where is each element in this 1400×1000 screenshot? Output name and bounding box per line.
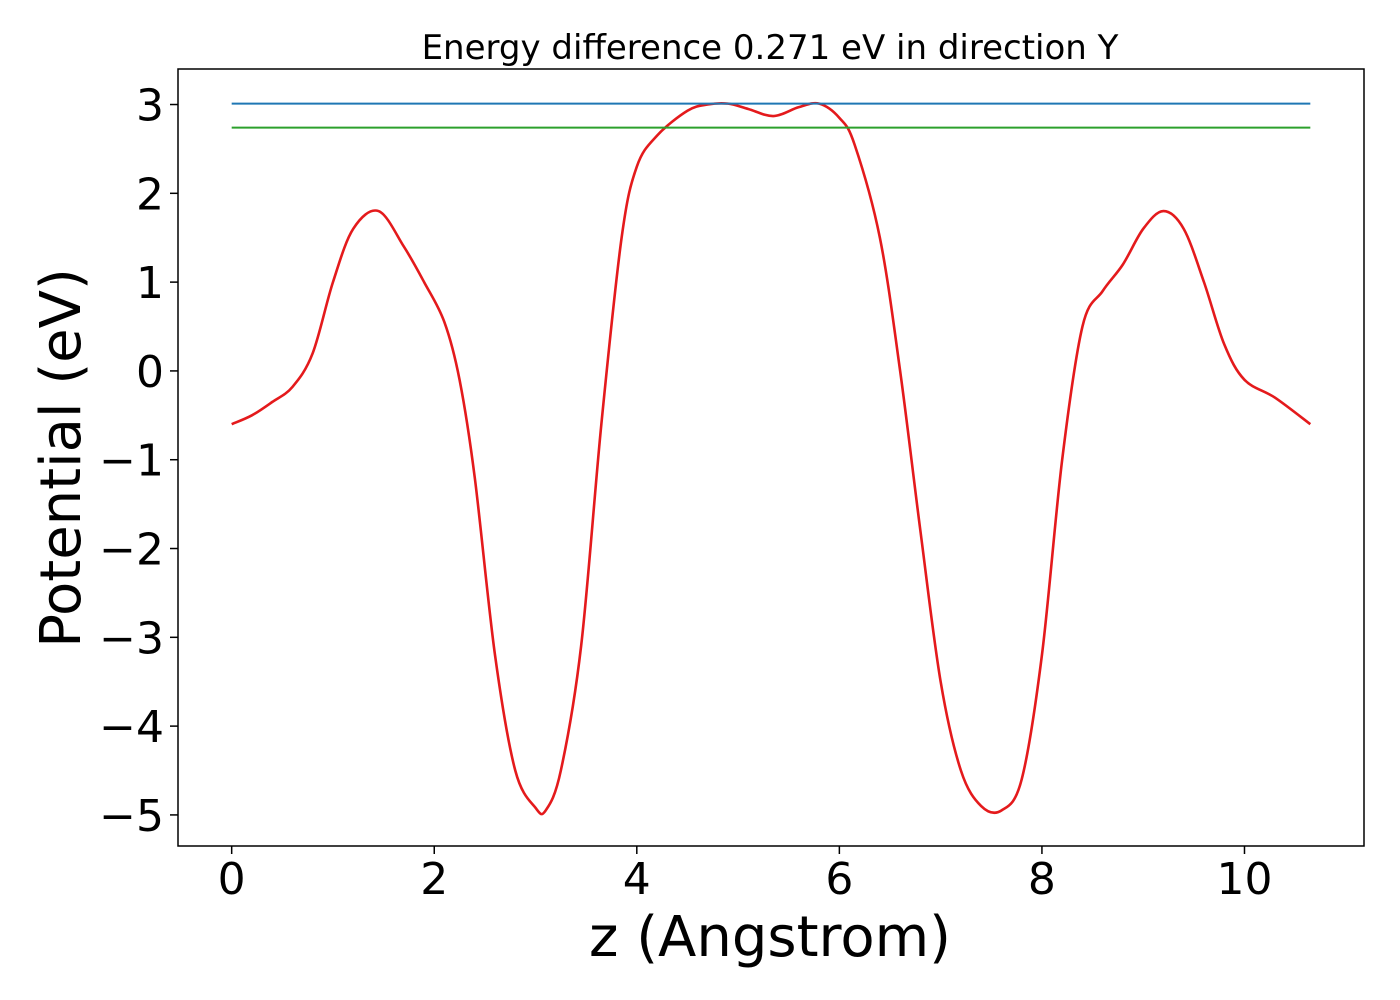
plot-area-frame	[177, 68, 1365, 847]
y-tick-label: −1	[99, 436, 164, 487]
x-tick-label: 6	[825, 854, 853, 905]
x-tick-label: 10	[1216, 854, 1272, 905]
y-tick-label: 0	[136, 347, 164, 398]
y-axis-ticks: −5 −4 −3 −2 −1 0 1 2 3	[99, 81, 178, 842]
x-tick-label: 8	[1028, 854, 1056, 905]
x-tick-label: 4	[623, 854, 651, 905]
y-tick-label: −5	[99, 791, 164, 842]
x-tick-label: 2	[420, 854, 448, 905]
y-tick-label: 1	[136, 258, 164, 309]
chart-title: Energy difference 0.271 eV in direction …	[422, 28, 1119, 68]
potential-curve-line	[231, 101, 1312, 816]
x-axis-ticks: 0 2 4 6 8 10	[218, 846, 1272, 905]
x-tick-label: 0	[218, 854, 246, 905]
y-tick-label: 2	[136, 169, 164, 220]
y-axis-label: Potential (eV)	[29, 268, 94, 648]
x-axis-label: z (Angstrom)	[589, 905, 951, 970]
y-tick-label: 3	[136, 81, 164, 132]
y-tick-label: −4	[99, 702, 164, 753]
y-tick-label: −3	[99, 613, 164, 664]
y-tick-label: −2	[99, 525, 164, 576]
series-layer	[231, 101, 1312, 816]
